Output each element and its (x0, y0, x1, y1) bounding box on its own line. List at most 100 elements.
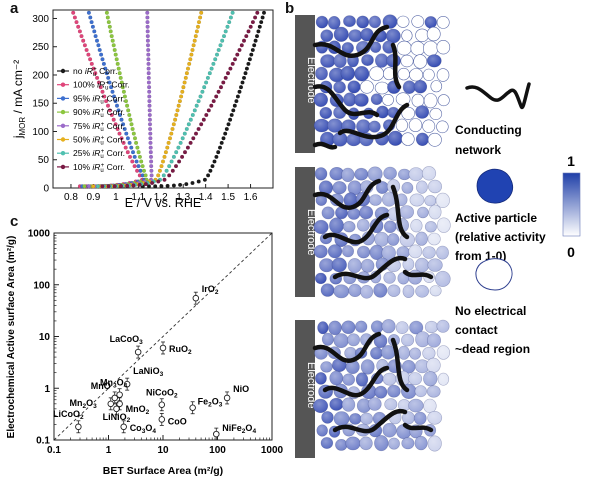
dead-particle (430, 80, 443, 93)
y-tick-label: 10 (39, 332, 51, 343)
particle-highlight (415, 359, 430, 373)
curve-point (122, 94, 127, 99)
particle-highlight (327, 118, 343, 133)
curve-point (119, 136, 124, 141)
particle-highlight (408, 167, 424, 181)
y-tick-label: 1000 (28, 229, 51, 240)
particle-highlight (313, 92, 328, 107)
particle-highlight (345, 436, 361, 450)
curve-point (183, 75, 188, 80)
particle-highlight (438, 373, 449, 386)
curve-point (214, 94, 219, 99)
dead-particle (422, 68, 435, 81)
particle-highlight (316, 16, 328, 29)
active-particle-icon (476, 168, 514, 204)
curve-point (147, 89, 152, 94)
point-label: Mn3O4 (100, 378, 128, 390)
curve-point (82, 184, 87, 189)
parity-line (53, 232, 273, 441)
curve-point (118, 184, 124, 189)
y-tick-label: 250 (32, 42, 49, 53)
particle-highlight (415, 331, 430, 347)
point-marker (120, 423, 127, 431)
curve-point (177, 99, 182, 104)
network-strand (312, 141, 338, 150)
curve-point (109, 112, 114, 118)
particle-highlight (360, 412, 373, 425)
particle-highlight (340, 66, 355, 81)
curve-point (120, 85, 125, 90)
point-marker (158, 416, 166, 423)
curve-point (148, 140, 153, 145)
curve-point (180, 136, 185, 141)
panel-b-label: b (285, 0, 295, 17)
curve-point (209, 66, 214, 71)
curve-point (246, 29, 251, 34)
particle-highlight (437, 217, 451, 233)
curve-point (192, 38, 197, 43)
particle-highlight (319, 107, 332, 119)
particle-highlight (427, 411, 442, 425)
curve-point (130, 159, 135, 164)
active-particle-label: Active particle (relative activity from … (455, 211, 549, 263)
curve-point (107, 80, 112, 85)
dead-particle (415, 28, 429, 42)
curve-point (122, 126, 127, 132)
particle-highlight (371, 93, 383, 105)
network-strand (312, 84, 380, 118)
curve-point (81, 38, 86, 43)
curve-point (171, 122, 176, 127)
curve-point (162, 177, 167, 182)
curve-point (96, 80, 101, 85)
curve-point (111, 43, 116, 48)
y-tick-label: 150 (32, 99, 49, 110)
particle-highlight (402, 411, 415, 425)
particle-highlight (368, 120, 381, 133)
point-label: NiFe2O4 (222, 423, 256, 435)
particle-highlight (415, 231, 428, 246)
y-tick-label: 0.1 (36, 436, 50, 447)
curve-point (136, 150, 141, 155)
curve-point (204, 80, 209, 85)
particle-highlight (348, 258, 362, 273)
particle-highlight (315, 67, 328, 80)
curve-point (156, 173, 161, 178)
curve-point (160, 159, 166, 164)
curve-point (146, 47, 151, 53)
dead-particle (374, 81, 390, 95)
curve-point (216, 47, 221, 53)
x-tick-label: 1.3 (176, 192, 190, 203)
curve-point (167, 164, 172, 169)
particle-highlight (415, 105, 429, 119)
curve-point (147, 108, 152, 113)
dead-particle (436, 68, 450, 82)
particle-highlight (388, 437, 400, 450)
particle-highlight (354, 66, 369, 82)
curve-point (223, 131, 228, 136)
curve-point (147, 117, 152, 122)
scatter-point: LiNiO2 (103, 402, 131, 424)
particle-highlight (388, 131, 403, 146)
point-label: MnO2 (126, 404, 150, 416)
curve-point (106, 184, 111, 189)
curve-point (201, 117, 206, 122)
particle-highlight (354, 93, 369, 107)
curve-point (101, 61, 106, 66)
curve-point (147, 103, 152, 108)
particle-highlight (383, 373, 397, 386)
point-label: Mn2O3 (69, 398, 97, 410)
particle-highlight (370, 347, 383, 360)
particle-highlight (427, 54, 442, 68)
curve-point (137, 182, 142, 187)
legend-entry: 50% iRu+ Corr. (73, 135, 125, 147)
particle-highlight (369, 245, 384, 260)
particle-highlight (436, 246, 449, 260)
curve-point (138, 168, 143, 173)
particle-highlight (333, 54, 347, 68)
curve-point (199, 122, 204, 127)
particle-highlight (332, 257, 347, 272)
particle-highlight (425, 321, 438, 333)
curve-point (150, 180, 155, 186)
curve-point (228, 66, 233, 71)
network-strand (312, 24, 390, 59)
